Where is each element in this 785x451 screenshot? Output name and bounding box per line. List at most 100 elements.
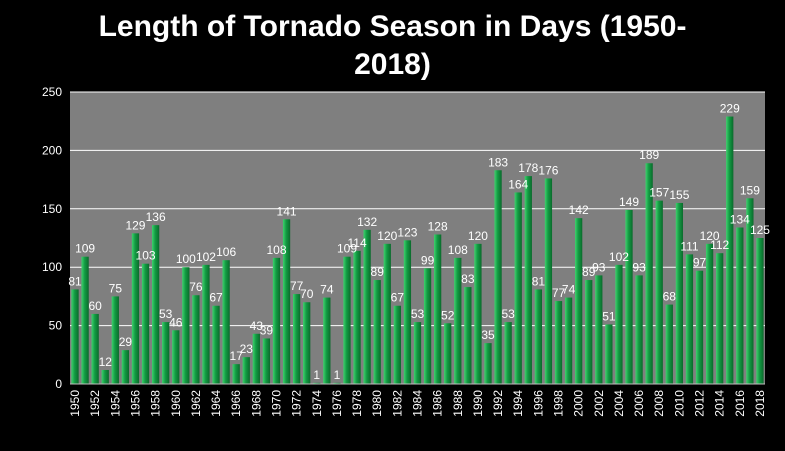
bar-1980 <box>373 280 381 384</box>
data-label-1952: 60 <box>89 299 103 313</box>
data-label-1961: 100 <box>176 252 196 266</box>
x-tick-label-1972: 1972 <box>290 390 304 417</box>
data-label-1969: 39 <box>260 323 274 337</box>
x-tick-label-1954: 1954 <box>108 390 122 417</box>
data-label-1991: 35 <box>481 328 495 342</box>
bar-1975 <box>323 297 331 384</box>
data-label-1955: 29 <box>119 335 133 349</box>
data-label-2015: 229 <box>720 102 740 116</box>
bar-2011 <box>685 254 694 384</box>
data-label-1962: 76 <box>189 280 203 294</box>
data-label-1956: 129 <box>125 218 145 232</box>
bar-1985 <box>423 268 432 384</box>
data-label-1967: 23 <box>240 342 254 356</box>
bar-1953 <box>101 369 109 384</box>
data-label-1966: 17 <box>230 349 244 363</box>
data-label-2001: 89 <box>582 265 596 279</box>
bar-1965 <box>222 260 230 384</box>
data-label-1971: 141 <box>277 204 297 218</box>
data-label-2017: 159 <box>740 183 760 197</box>
x-tick-label-2010: 2010 <box>672 390 686 417</box>
data-label-1968: 43 <box>250 319 264 333</box>
x-tick-label-1988: 1988 <box>451 390 465 417</box>
bar-1971 <box>282 219 291 384</box>
data-label-1996: 81 <box>532 274 546 288</box>
bar-1969 <box>262 338 271 384</box>
y-tick-label-0: 0 <box>55 377 62 391</box>
x-tick-label-1958: 1958 <box>149 390 163 417</box>
bar-1983 <box>403 240 412 384</box>
y-tick-label-200: 200 <box>42 143 62 157</box>
x-tick-label-2002: 2002 <box>592 390 606 417</box>
x-tick-label-2012: 2012 <box>693 390 707 417</box>
data-label-1987: 52 <box>441 308 455 322</box>
data-label-1951: 109 <box>75 242 95 256</box>
bar-2016 <box>736 227 744 384</box>
bar-1958 <box>151 225 160 384</box>
bar-1963 <box>202 264 210 384</box>
data-label-1954: 75 <box>109 281 123 295</box>
chart-title-line-2: 2018) <box>354 48 431 81</box>
data-label-1978: 114 <box>347 236 366 250</box>
x-tick-label-1976: 1976 <box>330 390 344 417</box>
bar-1966 <box>232 364 240 384</box>
x-tick-label-1964: 1964 <box>209 390 223 417</box>
x-tick-label-1966: 1966 <box>229 390 243 417</box>
x-tick-label-1982: 1982 <box>390 390 404 417</box>
bar-2012 <box>695 270 704 384</box>
bar-2001 <box>585 280 593 384</box>
data-label-1983: 123 <box>397 225 417 239</box>
bar-1973 <box>303 302 311 384</box>
x-tick-label-1984: 1984 <box>411 390 425 417</box>
data-label-1957: 103 <box>136 249 156 263</box>
data-label-2010: 155 <box>669 188 689 202</box>
bar-2000 <box>575 218 583 384</box>
data-label-1995: 178 <box>518 161 538 175</box>
x-tick-label-1986: 1986 <box>431 390 445 417</box>
data-label-1994: 164 <box>508 177 528 191</box>
data-label-2002: 93 <box>592 260 606 274</box>
data-label-1984: 53 <box>411 307 425 321</box>
bar-1952 <box>91 313 99 384</box>
y-tick-label-100: 100 <box>42 260 62 274</box>
data-label-1973: 70 <box>300 287 314 301</box>
bar-1962 <box>192 295 200 384</box>
y-tick-label-150: 150 <box>42 202 62 216</box>
data-label-1980: 89 <box>371 265 385 279</box>
data-label-1985: 99 <box>421 253 435 267</box>
data-label-1992: 183 <box>488 155 508 169</box>
data-label-2007: 189 <box>639 148 659 162</box>
bar-1990 <box>474 243 482 384</box>
bar-1995 <box>524 176 532 384</box>
data-label-1963: 102 <box>196 250 216 264</box>
data-label-1990: 120 <box>468 229 488 243</box>
x-tick-label-2008: 2008 <box>652 390 666 417</box>
x-tick-label-2018: 2018 <box>753 390 767 417</box>
bar-1987 <box>444 323 452 384</box>
data-label-1989: 83 <box>461 272 475 286</box>
data-label-1970: 108 <box>266 243 286 257</box>
x-tick-label-2004: 2004 <box>612 390 626 417</box>
data-label-1998: 77 <box>552 286 566 300</box>
bar-1978 <box>353 250 361 384</box>
bar-1976 <box>333 382 341 384</box>
data-label-2003: 51 <box>602 309 616 323</box>
bar-1968 <box>252 333 260 384</box>
x-tick-label-1952: 1952 <box>88 390 102 417</box>
bar-1981 <box>383 243 391 384</box>
data-label-1950: 81 <box>68 274 82 288</box>
bar-1992 <box>494 170 502 384</box>
x-tick-label-1998: 1998 <box>552 390 566 417</box>
x-tick-label-2006: 2006 <box>632 390 646 417</box>
bar-2010 <box>675 202 684 384</box>
data-label-1977: 109 <box>337 242 357 256</box>
bar-1982 <box>393 305 401 384</box>
y-tick-label-50: 50 <box>49 319 63 333</box>
data-label-2011: 111 <box>680 239 699 253</box>
bar-1967 <box>242 357 250 384</box>
data-label-2004: 102 <box>609 250 629 264</box>
bar-1961 <box>182 267 190 384</box>
data-label-2013: 120 <box>700 229 720 243</box>
